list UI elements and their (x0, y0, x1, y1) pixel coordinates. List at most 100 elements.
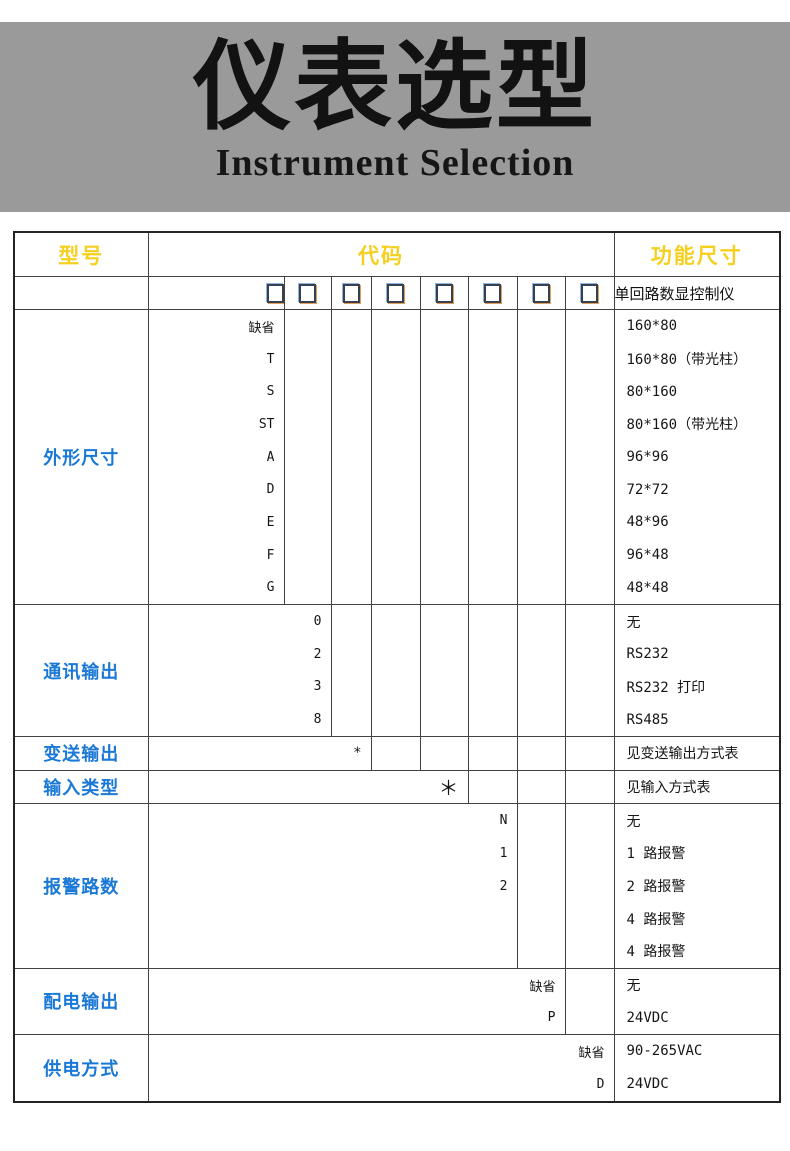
empty-code-cell (516, 604, 566, 737)
function-cell-communication-output: 无 RS232 RS232 打印 RS485 (613, 604, 781, 737)
code-position-cell-5 (419, 276, 469, 310)
empty-code-cell (330, 308, 372, 606)
code-value: A (266, 449, 275, 465)
code-checkbox[interactable] (266, 283, 283, 303)
empty-code-cell (516, 308, 566, 606)
function-value: 见变送输出方式表 (626, 746, 739, 763)
function-cell-alarm-routes: 无 1 路报警 2 路报警 4 路报警 4 路报警 (613, 803, 781, 969)
function-value: 4 路报警 (626, 944, 686, 961)
code-value: 1 (499, 845, 508, 861)
code-position-cell-2 (283, 276, 332, 310)
empty-code-cell (467, 769, 518, 805)
function-cell-transmit-output: 见变送输出方式表 (613, 735, 781, 771)
code-value: 缺省 (578, 1045, 605, 1061)
function-value: 90-265VAC (626, 1043, 703, 1060)
code-cell-communication-output: 0 2 3 8 (147, 604, 332, 737)
empty-code-cell (564, 967, 615, 1036)
code-value (149, 935, 516, 967)
function-value: 96*48 (626, 547, 669, 564)
section-label-input-type: 输入类型 (13, 769, 149, 805)
function-value: 无 (626, 614, 641, 631)
function-cell-input-type: 见输入方式表 (613, 769, 781, 805)
function-value: 48*96 (626, 514, 669, 531)
code-cell-shape-size: 缺省 T S ST A D E F G (147, 308, 285, 606)
section-label-transmit-output: 变送输出 (13, 735, 149, 771)
section-row-shape-size: 外形尺寸 缺省 T S ST A D E F G 160*80 160*80（带光柱） 80*160 80… (13, 308, 781, 606)
empty-code-cell (370, 735, 421, 771)
code-value: D (266, 482, 275, 498)
empty-code-cell (419, 308, 469, 606)
code-value: D (596, 1076, 605, 1092)
code-value: 8 (313, 712, 322, 728)
selection-table: 型号 代码 功能尺寸 单回路数显控制仪 外形尺寸 缺省 T S ST A D E F G 160*8… (13, 231, 781, 1103)
function-cell-power-supply-mode: 90-265VAC 24VDC (613, 1034, 781, 1102)
code-position-cell-6 (467, 276, 518, 310)
code-checkbox[interactable] (435, 283, 453, 303)
function-value: RS485 (626, 711, 669, 728)
empty-code-cell (330, 604, 372, 737)
code-cell-alarm-routes: N 1 2 (147, 803, 518, 969)
section-row-power-supply-mode: 供电方式 缺省 D 90-265VAC 24VDC (13, 1034, 781, 1102)
code-value: S (266, 384, 275, 400)
code-checkbox[interactable] (387, 283, 404, 303)
code-value: ＊ (438, 776, 459, 801)
function-cell-power-distribution-output: 无 24VDC (613, 967, 781, 1036)
header-row: 型号 代码 功能尺寸 (13, 231, 781, 277)
function-value: 2 路报警 (626, 879, 686, 896)
code-value: 0 (313, 614, 322, 630)
code-position-cell-4 (370, 276, 421, 310)
banner: 仪表选型 Instrument Selection (0, 22, 790, 212)
section-label-power-supply-mode: 供电方式 (13, 1034, 149, 1102)
code-value: 缺省 (248, 320, 275, 336)
code-position-cell-3 (330, 276, 372, 310)
code-checkbox[interactable] (484, 283, 501, 303)
function-value: RS232 (626, 646, 669, 663)
model-cell-empty (13, 276, 149, 310)
code-checkbox[interactable] (299, 283, 316, 303)
checkbox-row-function: 单回路数显控制仪 (613, 276, 781, 310)
function-value: 160*80（带光柱） (626, 352, 748, 369)
section-label-shape-size: 外形尺寸 (13, 308, 149, 606)
section-label-communication-output: 通讯输出 (13, 604, 149, 737)
empty-code-cell (564, 769, 615, 805)
code-value: F (266, 547, 275, 563)
header-function: 功能尺寸 (613, 231, 781, 277)
function-cell-shape-size: 160*80 160*80（带光柱） 80*160 80*160（带光柱） 96*96 7… (613, 308, 781, 606)
code-value: N (499, 813, 508, 829)
empty-code-cell (467, 308, 518, 606)
code-value (149, 902, 516, 935)
empty-code-cell (564, 803, 615, 969)
empty-code-cell (370, 604, 421, 737)
page-subtitle: Instrument Selection (215, 141, 575, 184)
function-value: 160*80 (626, 318, 678, 335)
code-checkbox[interactable] (532, 283, 550, 303)
header-model: 型号 (13, 231, 149, 277)
code-cell-transmit-output: * (147, 735, 372, 771)
header-code: 代码 (147, 231, 615, 277)
code-checkbox[interactable] (342, 283, 360, 303)
empty-code-cell (467, 735, 518, 771)
empty-code-cell (564, 308, 615, 606)
code-checkbox[interactable] (581, 283, 598, 303)
empty-code-cell (467, 604, 518, 737)
section-row-power-distribution-output: 配电输出 缺省 P 无 24VDC (13, 967, 781, 1036)
function-value: 1 路报警 (626, 846, 686, 863)
function-value: 96*96 (626, 449, 669, 466)
code-position-cell-7 (516, 276, 566, 310)
code-value: 2 (313, 646, 322, 662)
function-value: 24VDC (626, 1076, 669, 1093)
section-row-alarm-routes: 报警路数 N 1 2 无 1 路报警 2 路报警 4 路报警 4 路报警 (13, 803, 781, 969)
empty-code-cell (419, 735, 469, 771)
code-position-cell-8 (564, 276, 615, 310)
function-value: 无 (626, 978, 641, 995)
page-title: 仪表选型 (192, 34, 597, 142)
empty-code-cell (283, 308, 332, 606)
empty-code-cell (516, 735, 566, 771)
function-value: 48*48 (626, 579, 669, 596)
code-value: ST (258, 416, 275, 432)
code-cell-input-type: ＊ (147, 769, 469, 805)
function-value: 80*160（带光柱） (626, 417, 748, 434)
section-label-alarm-routes: 报警路数 (13, 803, 149, 969)
function-value: 80*160 (626, 383, 678, 400)
code-cell-power-distribution-output: 缺省 P (147, 967, 566, 1036)
